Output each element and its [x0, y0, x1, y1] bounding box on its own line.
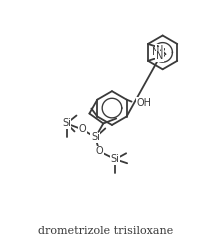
Text: drometrizole trisiloxane: drometrizole trisiloxane: [38, 226, 174, 236]
Text: N: N: [156, 45, 163, 55]
Text: N: N: [152, 47, 159, 57]
Text: O: O: [95, 146, 103, 156]
Text: Si: Si: [111, 154, 120, 164]
Text: OH: OH: [137, 98, 151, 108]
Text: Si: Si: [91, 132, 100, 142]
Text: N: N: [156, 51, 163, 61]
Text: O: O: [79, 125, 86, 134]
Text: Si: Si: [62, 119, 71, 128]
